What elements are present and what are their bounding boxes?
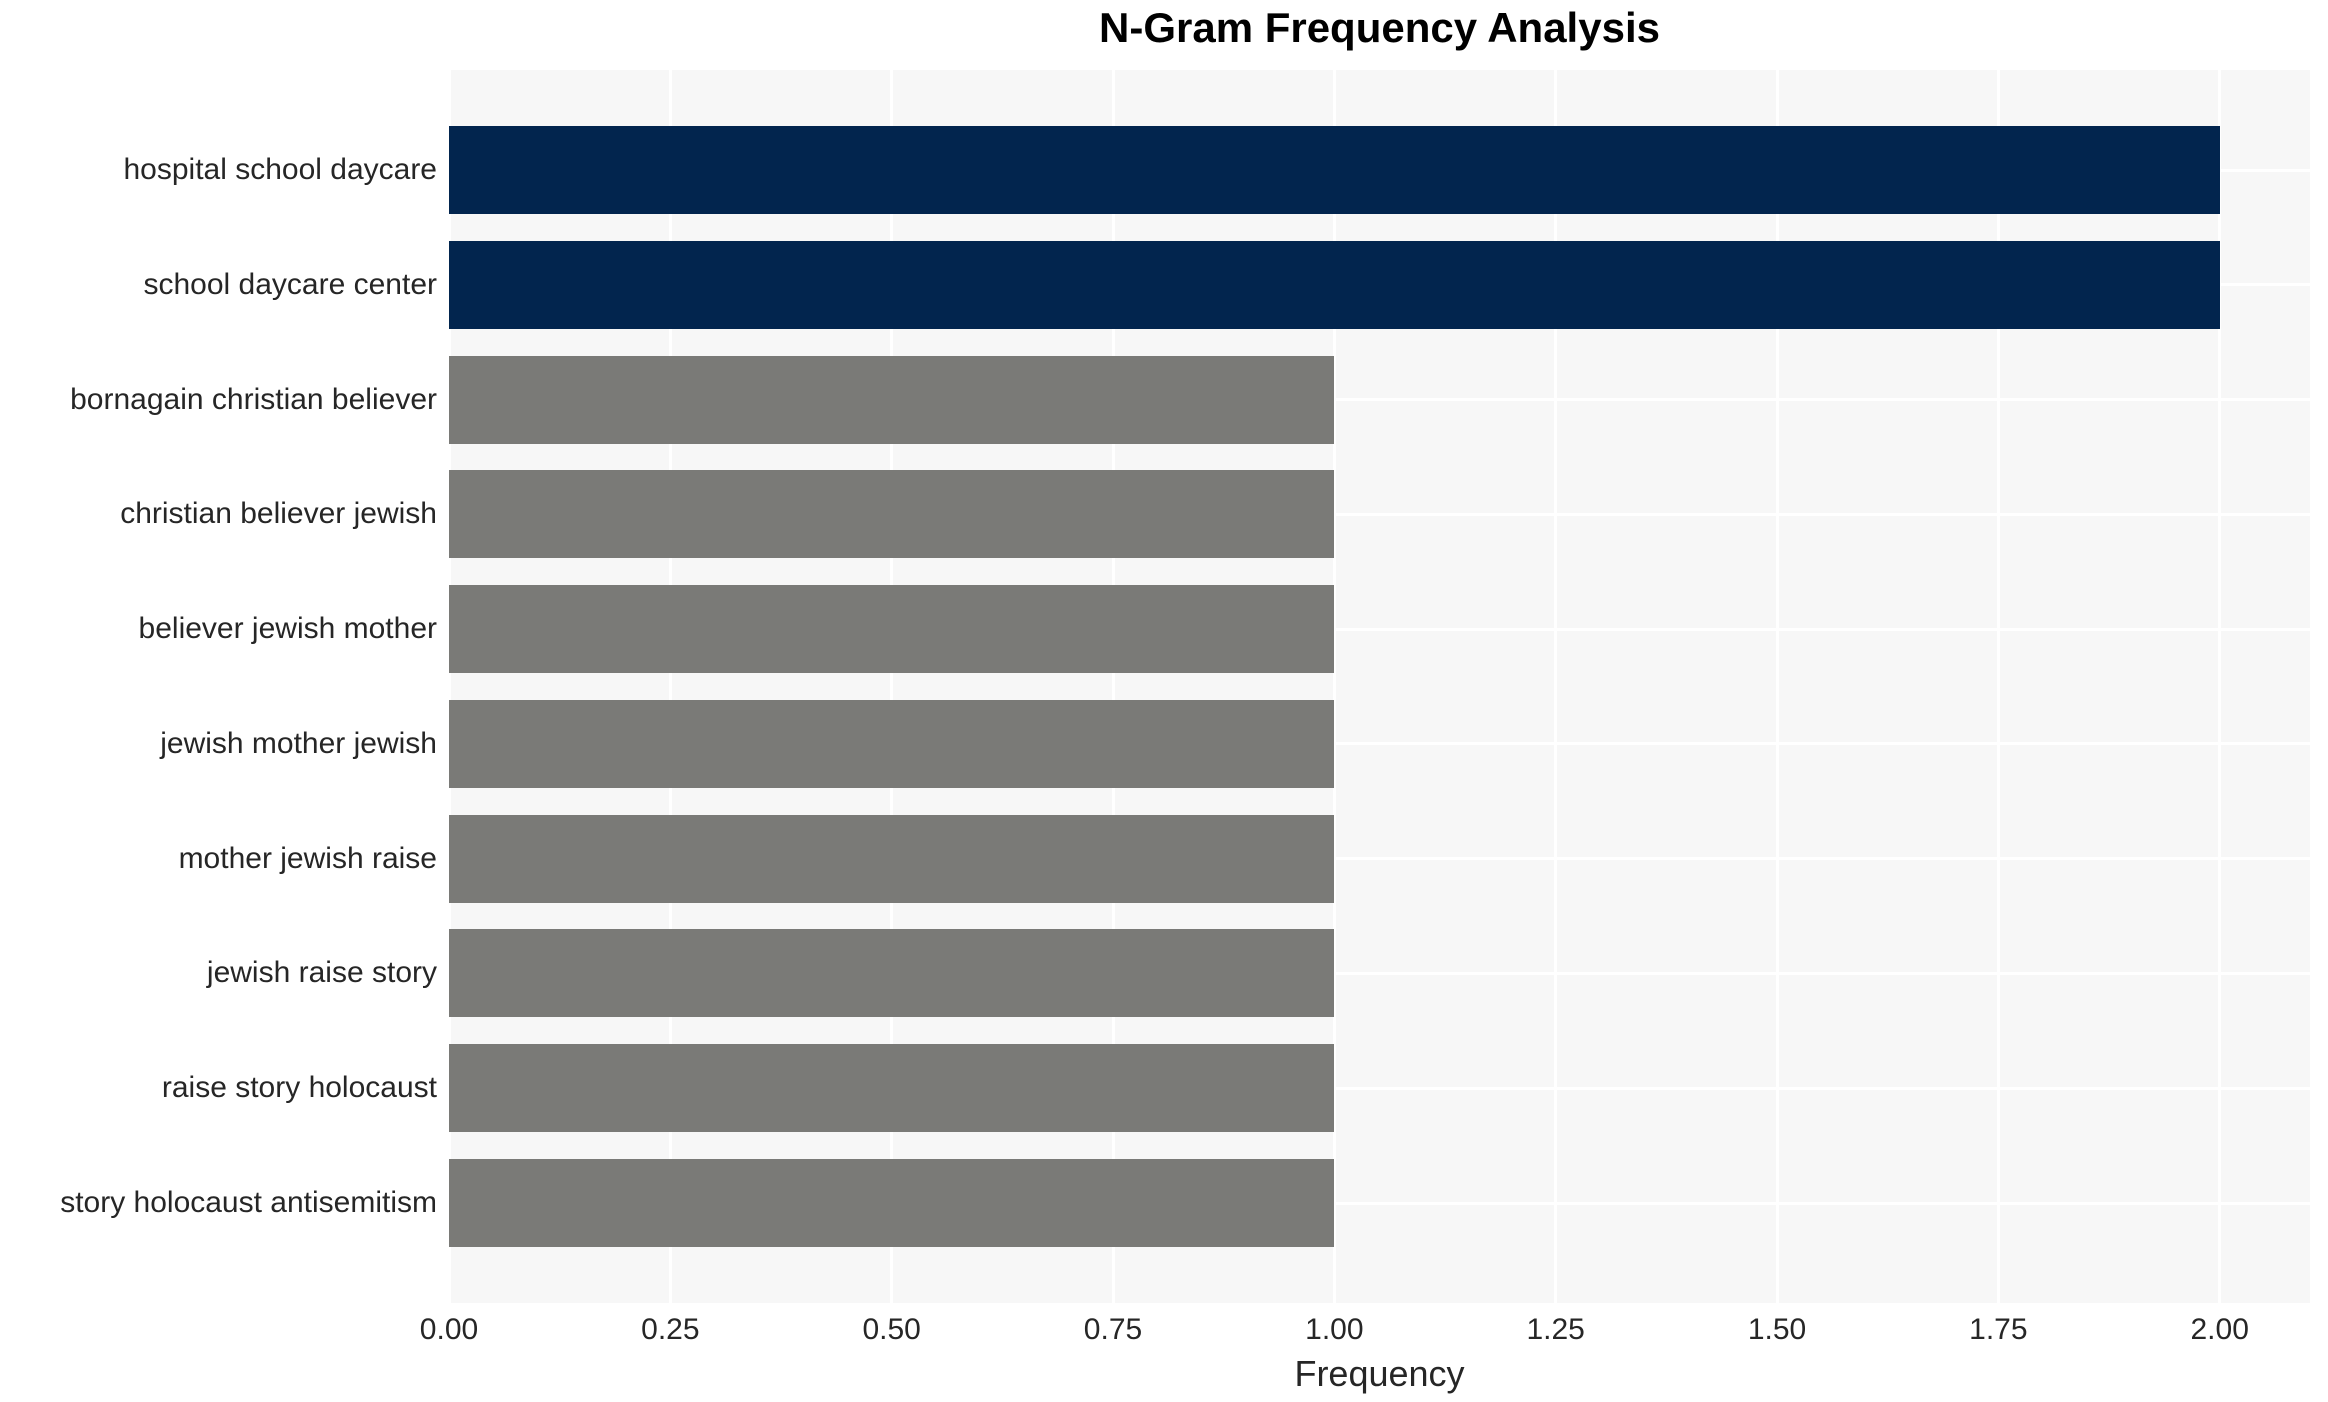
x-axis-title: Frequency: [1294, 1353, 1465, 1394]
x-axis-tick-label: 1.00: [1305, 1313, 1364, 1346]
horizontal-gridline: [449, 971, 2310, 975]
horizontal-gridline: [449, 1086, 2310, 1090]
bar: [449, 929, 1335, 1018]
y-axis-tick-label: jewish mother jewish: [160, 726, 437, 760]
y-axis-tick-label: christian believer jewish: [120, 497, 437, 531]
horizontal-gridline: [449, 627, 2310, 631]
y-axis-tick-label: school daycare center: [143, 267, 438, 301]
vertical-gridline: [668, 70, 672, 1303]
bar: [449, 240, 2220, 329]
bar: [449, 126, 2220, 214]
bar: [449, 1044, 1335, 1133]
horizontal-gridline: [449, 857, 2310, 861]
x-axis-tick-label: 0.50: [862, 1313, 921, 1346]
horizontal-gridline: [449, 512, 2310, 516]
y-axis-tick-label: bornagain christian believer: [70, 382, 437, 416]
horizontal-gridline: [449, 398, 2310, 402]
vertical-gridline: [447, 70, 451, 1303]
vertical-gridline: [2218, 70, 2222, 1303]
chart-title: N-Gram Frequency Analysis: [1099, 4, 1660, 51]
x-axis-tick-label: 0.00: [419, 1313, 479, 1346]
x-axis-tick-label: 1.25: [1526, 1313, 1585, 1346]
y-axis-tick-label: believer jewish mother: [138, 612, 437, 646]
vertical-gridline: [1111, 70, 1115, 1303]
x-axis-tick-label: 0.25: [641, 1313, 700, 1346]
y-axis-tick-label: story holocaust antisemitism: [60, 1186, 437, 1219]
horizontal-gridline: [449, 742, 2310, 746]
vertical-gridline: [1996, 70, 2000, 1303]
y-axis-tick-label: mother jewish raise: [178, 841, 437, 875]
bar: [449, 699, 1335, 788]
bar: [449, 814, 1335, 903]
x-axis-tick-label: 1.75: [1969, 1313, 2028, 1346]
bar: [449, 585, 1335, 674]
horizontal-gridline: [449, 1201, 2310, 1205]
x-axis-tick-label: 0.75: [1083, 1313, 1143, 1346]
plot-area: [447, 70, 2310, 1303]
y-axis-tick-label: hospital school daycare: [123, 153, 437, 186]
vertical-gridline: [1332, 70, 1336, 1303]
bar: [449, 355, 1335, 444]
vertical-gridline: [1775, 70, 1779, 1303]
vertical-gridline: [1554, 70, 1558, 1303]
x-axis-tick-label: 1.50: [1747, 1313, 1807, 1346]
y-axis-tick-label: raise story holocaust: [161, 1071, 437, 1105]
vertical-gridline: [890, 70, 894, 1303]
bar: [449, 470, 1335, 559]
bar: [449, 1159, 1335, 1247]
y-axis-tick-label: jewish raise story: [206, 956, 437, 990]
x-axis-tick-label: 2.00: [2190, 1313, 2249, 1346]
